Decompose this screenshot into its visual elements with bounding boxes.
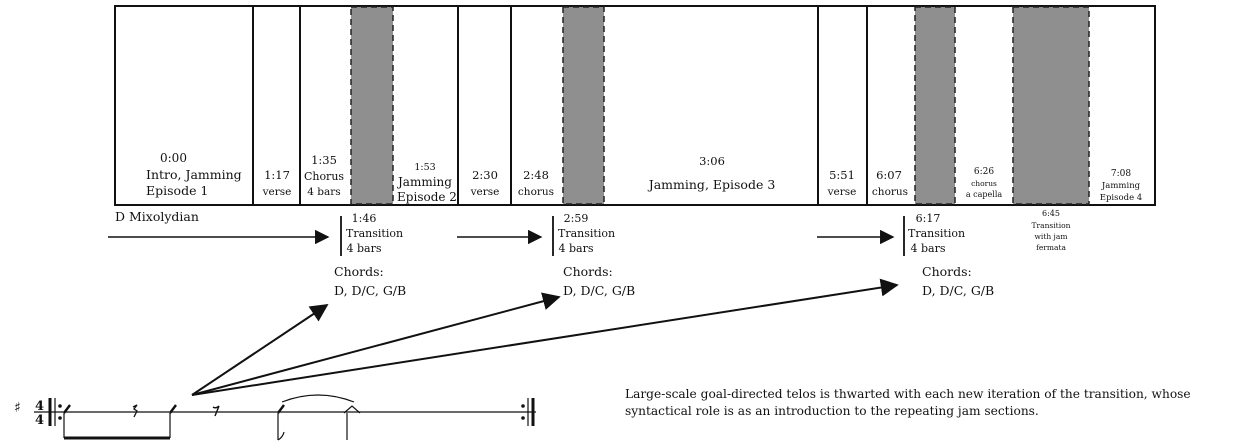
chords-label: Chords: [563, 264, 613, 279]
transition-block-4 [1012, 6, 1090, 205]
time-signature-top: 4 [35, 399, 44, 414]
transition-time: 2:59 [564, 212, 589, 225]
transition-label: 4 bars [911, 242, 946, 255]
rhythm-staff [34, 394, 536, 441]
timeline-frame [114, 5, 1156, 206]
section-time: 2:48 [523, 168, 549, 182]
section-label: 4 bars [307, 186, 340, 198]
section-time: 1:35 [311, 153, 337, 167]
section-label: verse [827, 186, 857, 198]
section-time: 0:00 [160, 151, 187, 165]
chords-value: D, D/C, G/B [334, 283, 406, 298]
section-time: 6:07 [876, 168, 902, 182]
section-label: Episode 1 [146, 183, 208, 198]
section-time: 3:06 [699, 154, 725, 168]
section-label: chorus [971, 179, 997, 188]
final-transition-label: Transition [1032, 221, 1071, 230]
final-transition-time: 6:45 [1042, 209, 1060, 218]
final-transition-label: with jam [1035, 232, 1068, 241]
section-dividers [252, 7, 868, 204]
transition-block-3 [914, 6, 956, 205]
chords-label: Chords: [334, 264, 384, 279]
final-transition-label: fermata [1036, 243, 1066, 252]
transition-label: Transition [908, 227, 965, 240]
section-time: 6:26 [974, 167, 994, 177]
transition-block-1 [350, 6, 394, 205]
sharp-sign: ♯ [14, 400, 21, 416]
transition-blocks [350, 6, 1090, 205]
section-time: 1:53 [414, 162, 435, 173]
transition-block-2 [562, 6, 605, 205]
staff-signature: ♯ 4 4 [14, 399, 44, 428]
key-label: D Mixolydian [115, 209, 199, 224]
section-label: verse [262, 186, 292, 198]
motif-arrows [191, 278, 899, 396]
transition-label: Transition [558, 227, 615, 240]
section-label: Episode 2 [397, 190, 457, 204]
section-label: Intro, Jamming [146, 167, 242, 182]
chords-value: D, D/C, G/B [563, 283, 635, 298]
section-label: Jamming, Episode 3 [647, 177, 776, 192]
section-time: 5:51 [829, 168, 855, 182]
transition-arrows [108, 216, 905, 256]
transition-labels: 1:46 Transition 4 bars Chords: D, D/C, G… [334, 209, 1071, 298]
transition-label: 4 bars [559, 242, 594, 255]
section-label: a capella [966, 190, 1003, 199]
section-labels: 0:00 Intro, Jamming Episode 1 1:17 verse… [146, 151, 1142, 204]
transition-label: 4 bars [347, 242, 382, 255]
section-label: chorus [872, 186, 908, 198]
section-label: Jamming [396, 175, 452, 189]
section-time: 1:17 [264, 168, 290, 182]
section-label: Episode 4 [1100, 193, 1142, 203]
transition-time: 6:17 [916, 212, 941, 225]
section-time: 2:30 [472, 168, 498, 182]
annotation-text: Large-scale goal-directed telos is thwar… [625, 387, 1191, 418]
section-time: 7:08 [1111, 169, 1131, 179]
time-signature-bottom: 4 [35, 413, 44, 428]
section-label: Chorus [304, 170, 344, 183]
section-label: verse [470, 186, 500, 198]
transition-time: 1:46 [352, 212, 377, 225]
section-label: chorus [518, 186, 554, 198]
chords-value: D, D/C, G/B [922, 283, 994, 298]
chords-label: Chords: [922, 264, 972, 279]
section-label: Jamming [1101, 181, 1141, 191]
transition-label: Transition [346, 227, 403, 240]
